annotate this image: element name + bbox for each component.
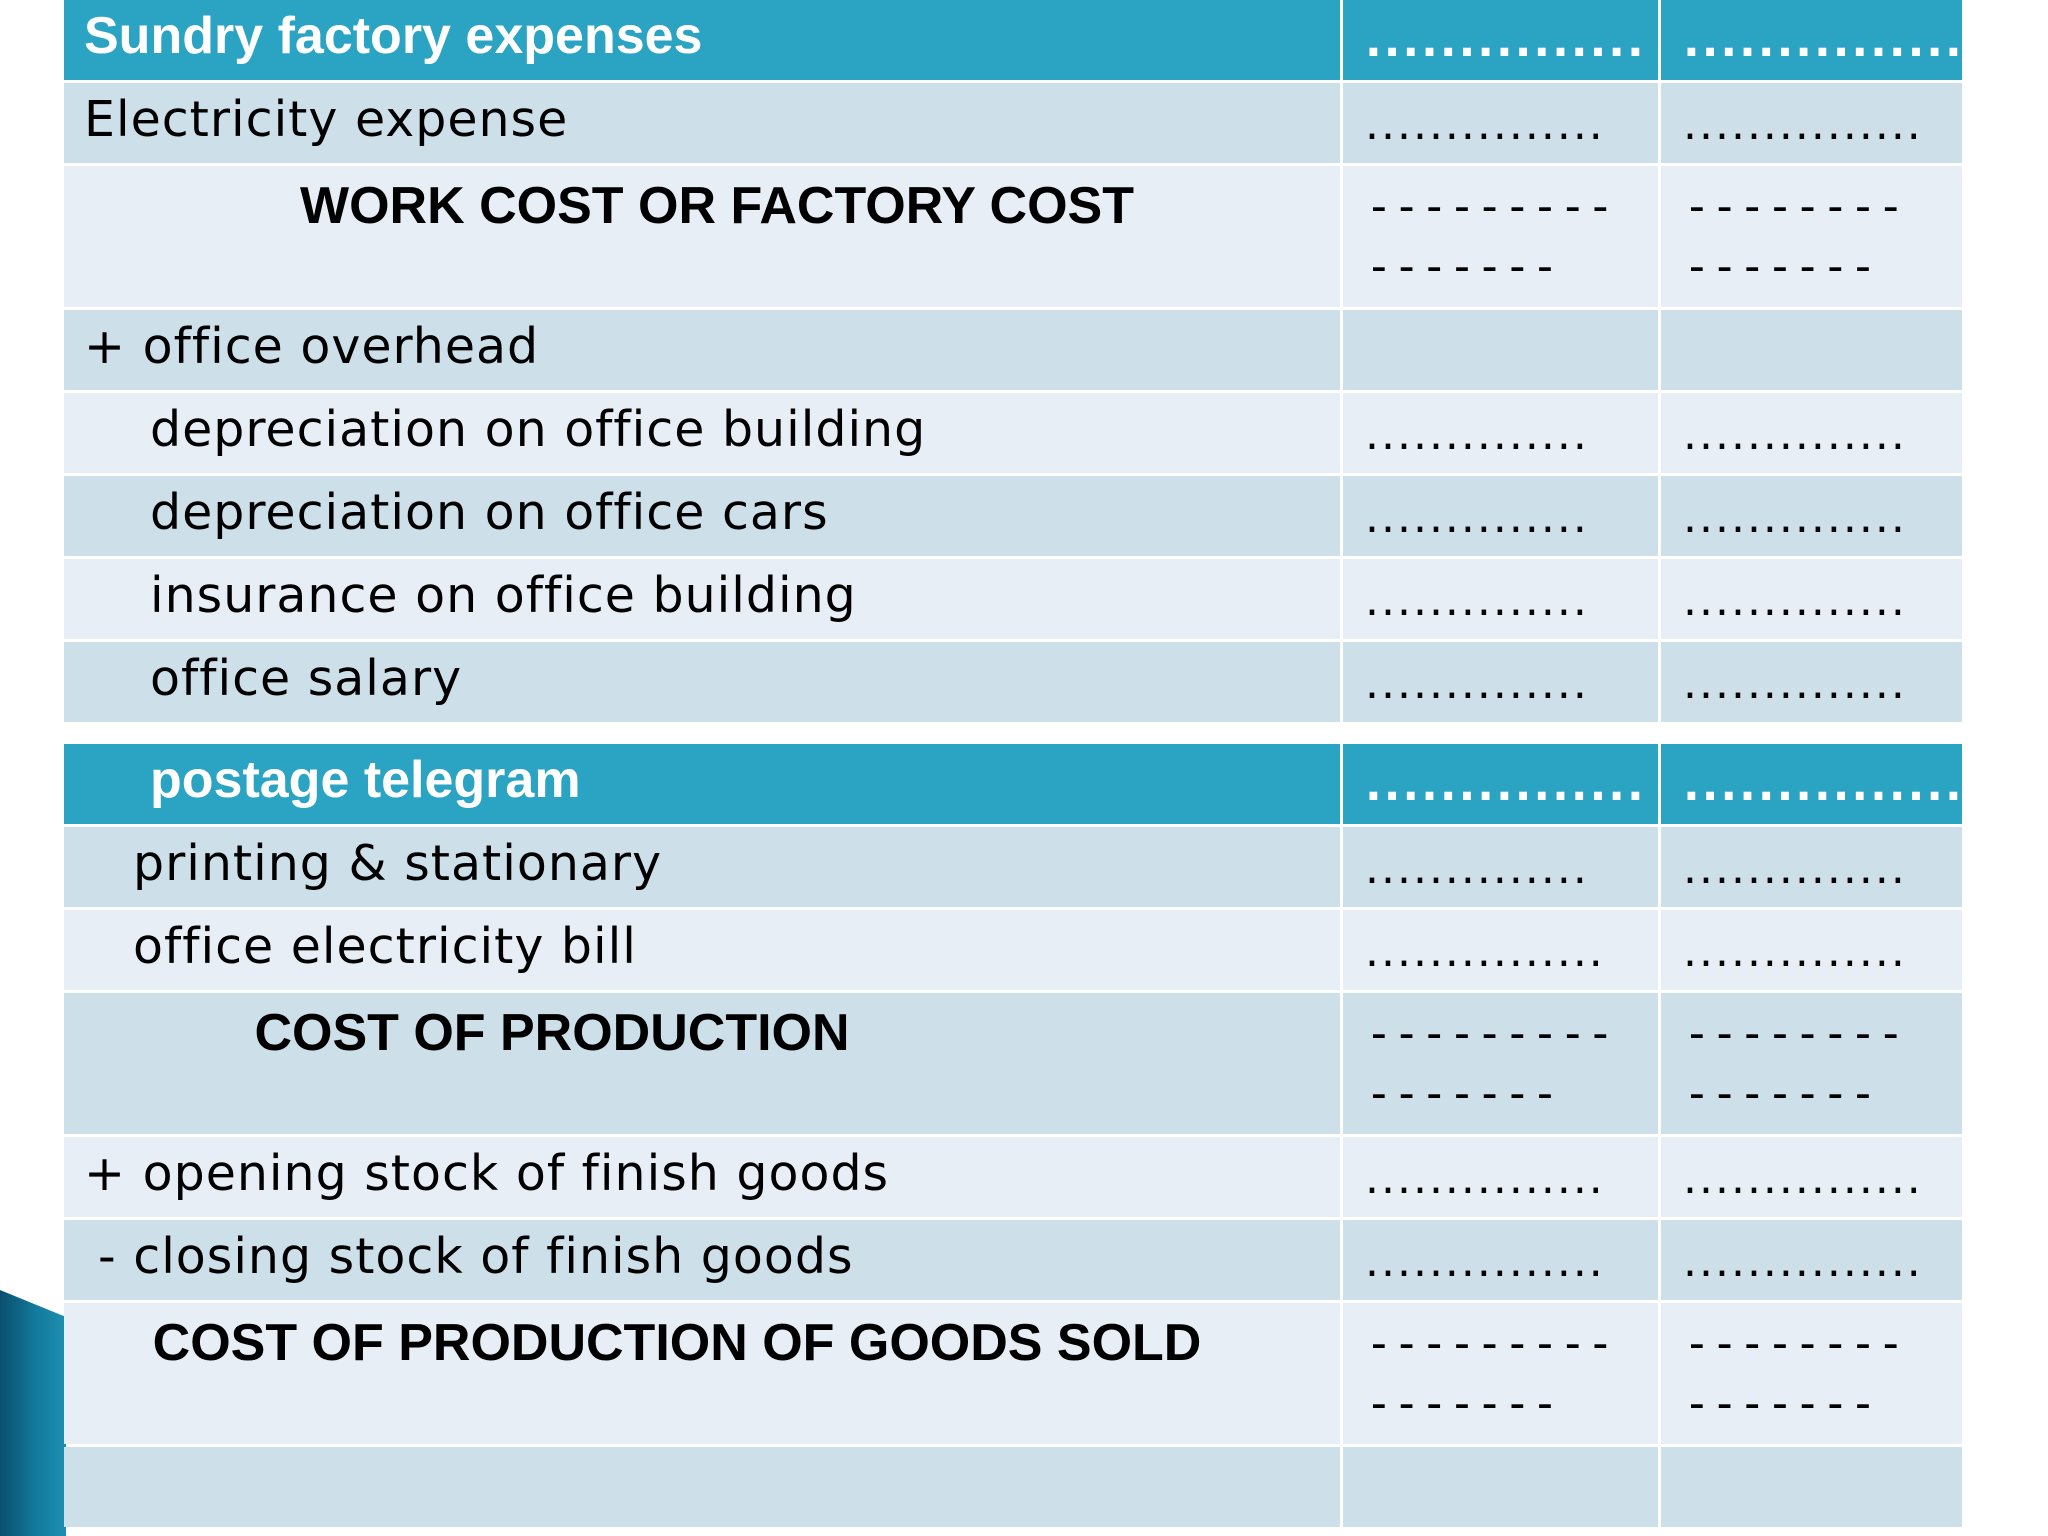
table-row: COST OF PRODUCTION --------- ------- ---…: [64, 993, 1962, 1134]
row-label-office-salary: office salary: [150, 650, 463, 707]
row-label-printing-stationary: printing & stationary: [133, 835, 663, 892]
row-value-2: ...............: [1683, 1153, 1923, 1204]
row-label-electricity-expense: Electricity expense: [84, 91, 569, 148]
table-row: WORK COST OR FACTORY COST --------- ----…: [64, 166, 1962, 307]
table-row: postage telegram ............... .......…: [64, 744, 1962, 824]
row-label-closing-stock: - closing stock of finish goods: [98, 1228, 854, 1285]
cost-of-production-title: COST OF PRODUCTION: [254, 1004, 850, 1062]
subtotal-dashes-2: -------- -------: [1683, 1316, 1905, 1430]
table-row: [64, 1447, 1962, 1527]
subtotal-dashes-2: -------- -------: [1683, 179, 1905, 293]
row-value-1: [1343, 310, 1658, 330]
table-row: + opening stock of finish goods ........…: [64, 1137, 1962, 1217]
subtotal-dashes-1: --------- -------: [1365, 179, 1615, 293]
subtotal-dashes-1: --------- -------: [1365, 1316, 1615, 1430]
row-label-sundry-factory-expenses: Sundry factory expenses: [84, 7, 703, 65]
row-value-1: ...............: [1365, 760, 1646, 811]
row-label-office-overhead: + office overhead: [84, 318, 540, 375]
row-label-depreciation-office-building: depreciation on office building: [150, 401, 927, 458]
table-row: depreciation on office cars ............…: [64, 476, 1962, 556]
work-cost-title: WORK COST OR FACTORY COST: [300, 177, 1134, 235]
table-row: depreciation on office building ........…: [64, 393, 1962, 473]
table-gap: [64, 725, 1962, 741]
table-row: COST OF PRODUCTION OF GOODS SOLD -------…: [64, 1303, 1962, 1444]
table-row: insurance on office building ...........…: [64, 559, 1962, 639]
table-row: office salary .............. ...........…: [64, 642, 1962, 722]
row-value-1: ..............: [1365, 409, 1589, 460]
corner-decoration: [0, 1290, 66, 1536]
row-value-1: ..............: [1365, 658, 1589, 709]
row-value-1: ..............: [1365, 575, 1589, 626]
row-value-2: ..............: [1683, 926, 1907, 977]
row-value-2: ..............: [1683, 492, 1907, 543]
row-value-2: ..............: [1683, 575, 1907, 626]
row-value-2: ..............: [1683, 409, 1907, 460]
row-value-2: [1661, 310, 1962, 330]
row-value-1: [1343, 1447, 1658, 1467]
row-value-2: ...............: [1683, 760, 1962, 811]
row-value-1: ...............: [1365, 1153, 1605, 1204]
table-row: + office overhead: [64, 310, 1962, 390]
subtotal-dashes-2: -------- -------: [1683, 1006, 1905, 1120]
row-label-depreciation-office-cars: depreciation on office cars: [150, 484, 829, 541]
row-value-2: ...............: [1683, 99, 1923, 150]
row-value-1: ...............: [1365, 99, 1605, 150]
row-value-2: [1661, 1447, 1962, 1467]
row-value-1: ...............: [1365, 926, 1605, 977]
row-value-1: ..............: [1365, 843, 1589, 894]
table-row: Electricity expense ............... ....…: [64, 83, 1962, 163]
cost-sheet-table: Sundry factory expenses ............... …: [61, 0, 1965, 1530]
row-value-1: ...............: [1365, 16, 1646, 67]
row-value-2: ...............: [1683, 1236, 1923, 1287]
row-value-2: ..............: [1683, 843, 1907, 894]
table-row: office electricity bill ............... …: [64, 910, 1962, 990]
table-row: - closing stock of finish goods ........…: [64, 1220, 1962, 1300]
row-label-empty: [64, 1447, 1340, 1459]
row-value-2: ..............: [1683, 658, 1907, 709]
row-label-opening-stock: + opening stock of finish goods: [84, 1145, 890, 1202]
row-value-2: ...............: [1683, 16, 1962, 67]
subtotal-dashes-1: --------- -------: [1365, 1006, 1615, 1120]
row-label-insurance-office-building: insurance on office building: [150, 567, 857, 624]
table-row: printing & stationary .............. ...…: [64, 827, 1962, 907]
row-label-office-electricity-bill: office electricity bill: [133, 918, 637, 975]
row-value-1: ...............: [1365, 1236, 1605, 1287]
row-value-1: ..............: [1365, 492, 1589, 543]
cost-of-goods-sold-title: COST OF PRODUCTION OF GOODS SOLD: [152, 1314, 1202, 1372]
row-label-postage-telegram: postage telegram: [150, 751, 581, 809]
table-row: Sundry factory expenses ............... …: [64, 0, 1962, 80]
